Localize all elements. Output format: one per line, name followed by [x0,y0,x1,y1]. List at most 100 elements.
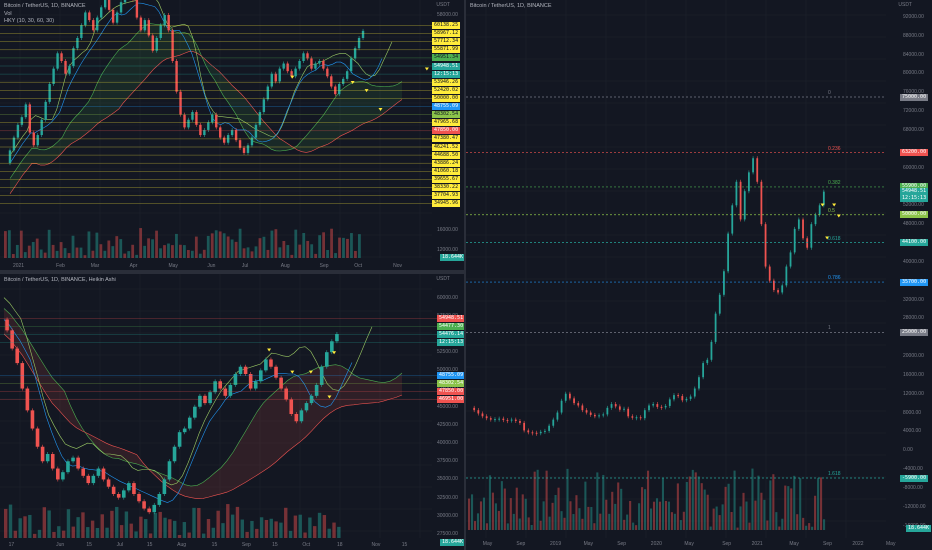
price-level-label: 55871.99 [432,46,461,54]
volume-bar [59,242,63,258]
x-tick-label: May [583,541,594,547]
heikin-ashi-candle [127,483,131,491]
price-candle [68,66,71,74]
volume-bar [27,245,31,258]
heikin-ashi-candle [50,454,55,469]
price-candle [477,410,480,414]
volume-bar [76,517,80,538]
price-candle [187,119,190,128]
volume-bar [632,522,635,530]
volume-bar [19,230,23,258]
x-tick-label: Nov [393,263,403,269]
signal-marker [820,203,825,207]
volume-bar [332,522,336,538]
price-candle [673,395,675,400]
volume-bar [238,228,242,258]
price-candle [593,414,596,417]
bottom-left-chart-canvas[interactable] [0,274,464,550]
price-candle [656,404,659,407]
right-chart-pane[interactable]: Bitcoin / TetherUS, 1D, BINANCE USDT 0 75… [466,0,932,550]
volume-bar [103,250,107,258]
price-candle [602,414,605,416]
volume-bar [282,240,286,258]
price-candle [8,150,12,164]
volume-bar [75,247,79,258]
volume-bar [533,471,536,530]
volume-bar [638,503,641,530]
volume-bar [71,526,75,538]
heikin-ashi-candle [238,366,243,374]
volume-bar [338,237,341,258]
volume-bar [763,499,766,530]
volume-bar [664,500,667,530]
price-candle [739,181,742,220]
price-candle [107,0,111,10]
heikin-ashi-candle [274,366,278,378]
heikin-ashi-candle [66,461,70,473]
y-tick-label: 32500.00 [437,494,458,501]
price-candle [802,219,804,239]
volume-bar [91,250,95,258]
price-candle [793,228,796,253]
volume-bar [596,472,599,530]
price-candle [610,404,613,408]
price-candle [710,341,713,360]
volume-bar [545,470,548,530]
x-tick-label: 2019 [550,541,562,547]
price-candle [552,419,555,426]
heikin-ashi-candle [121,490,126,498]
x-tick-label: Sep [722,541,732,547]
price-candle [159,25,162,38]
y-tick-label: 28000.00 [903,315,924,322]
volume-bar [778,526,781,530]
heikin-ashi-candle [208,392,212,404]
volume-bar [111,246,115,258]
volume-bar [491,492,494,530]
pane-divider-vertical[interactable] [464,0,466,550]
bottom-left-chart-pane[interactable]: Bitcoin / TetherUS, 1D, BINANCE, Heikin … [0,274,464,550]
price-candle [781,285,784,293]
indicator-hky-label[interactable]: HKY (10, 30, 60, 30) [4,18,55,24]
price-candle [818,205,821,215]
price-level-label: 58967.12 [432,30,461,38]
pane-divider-horizontal[interactable] [0,270,464,274]
top-left-chart-pane[interactable]: Bitcoin / TetherUS, 1D, BINANCE Vol HKY … [0,0,464,270]
y-tick-label: 16000.00 [903,371,924,378]
x-tick-label: 2022 [852,541,864,547]
heikin-ashi-candle [35,428,40,447]
volume-bar [235,506,240,538]
price-candle [286,63,289,72]
y-tick-label: 0.00 [903,447,913,454]
heikin-ashi-candle [91,475,96,484]
price-candle [764,224,767,267]
volume-bar [11,254,15,258]
volume-bar [143,245,147,258]
volume-bar [308,517,312,538]
volume-bar [206,519,211,538]
volume-bar [131,244,135,258]
price-candle [64,60,67,74]
x-tick-label: 2021 [751,541,763,547]
volume-bar [124,511,129,538]
heikin-ashi-candle [142,501,146,509]
price-candle [735,181,738,206]
price-candle [535,432,538,434]
price-candle [523,422,526,431]
volume-bar [288,530,293,538]
fib-price-label: -5900.00 [900,474,929,482]
price-candle [345,71,349,79]
volume-bar [100,514,104,538]
volume-bar [748,522,751,530]
price-candle [330,76,333,87]
heikin-ashi-candle [71,457,75,462]
volume-bar [105,527,109,538]
indicator-volume-label[interactable]: Vol [4,10,12,17]
volume-bar [303,532,307,538]
price-candle [589,412,592,415]
price-candle [357,37,361,49]
top-left-chart-canvas[interactable] [0,0,464,270]
right-chart-canvas[interactable] [466,0,932,550]
volume-bar [192,507,196,538]
volume-bar [18,518,22,538]
volume-bar [688,476,691,530]
